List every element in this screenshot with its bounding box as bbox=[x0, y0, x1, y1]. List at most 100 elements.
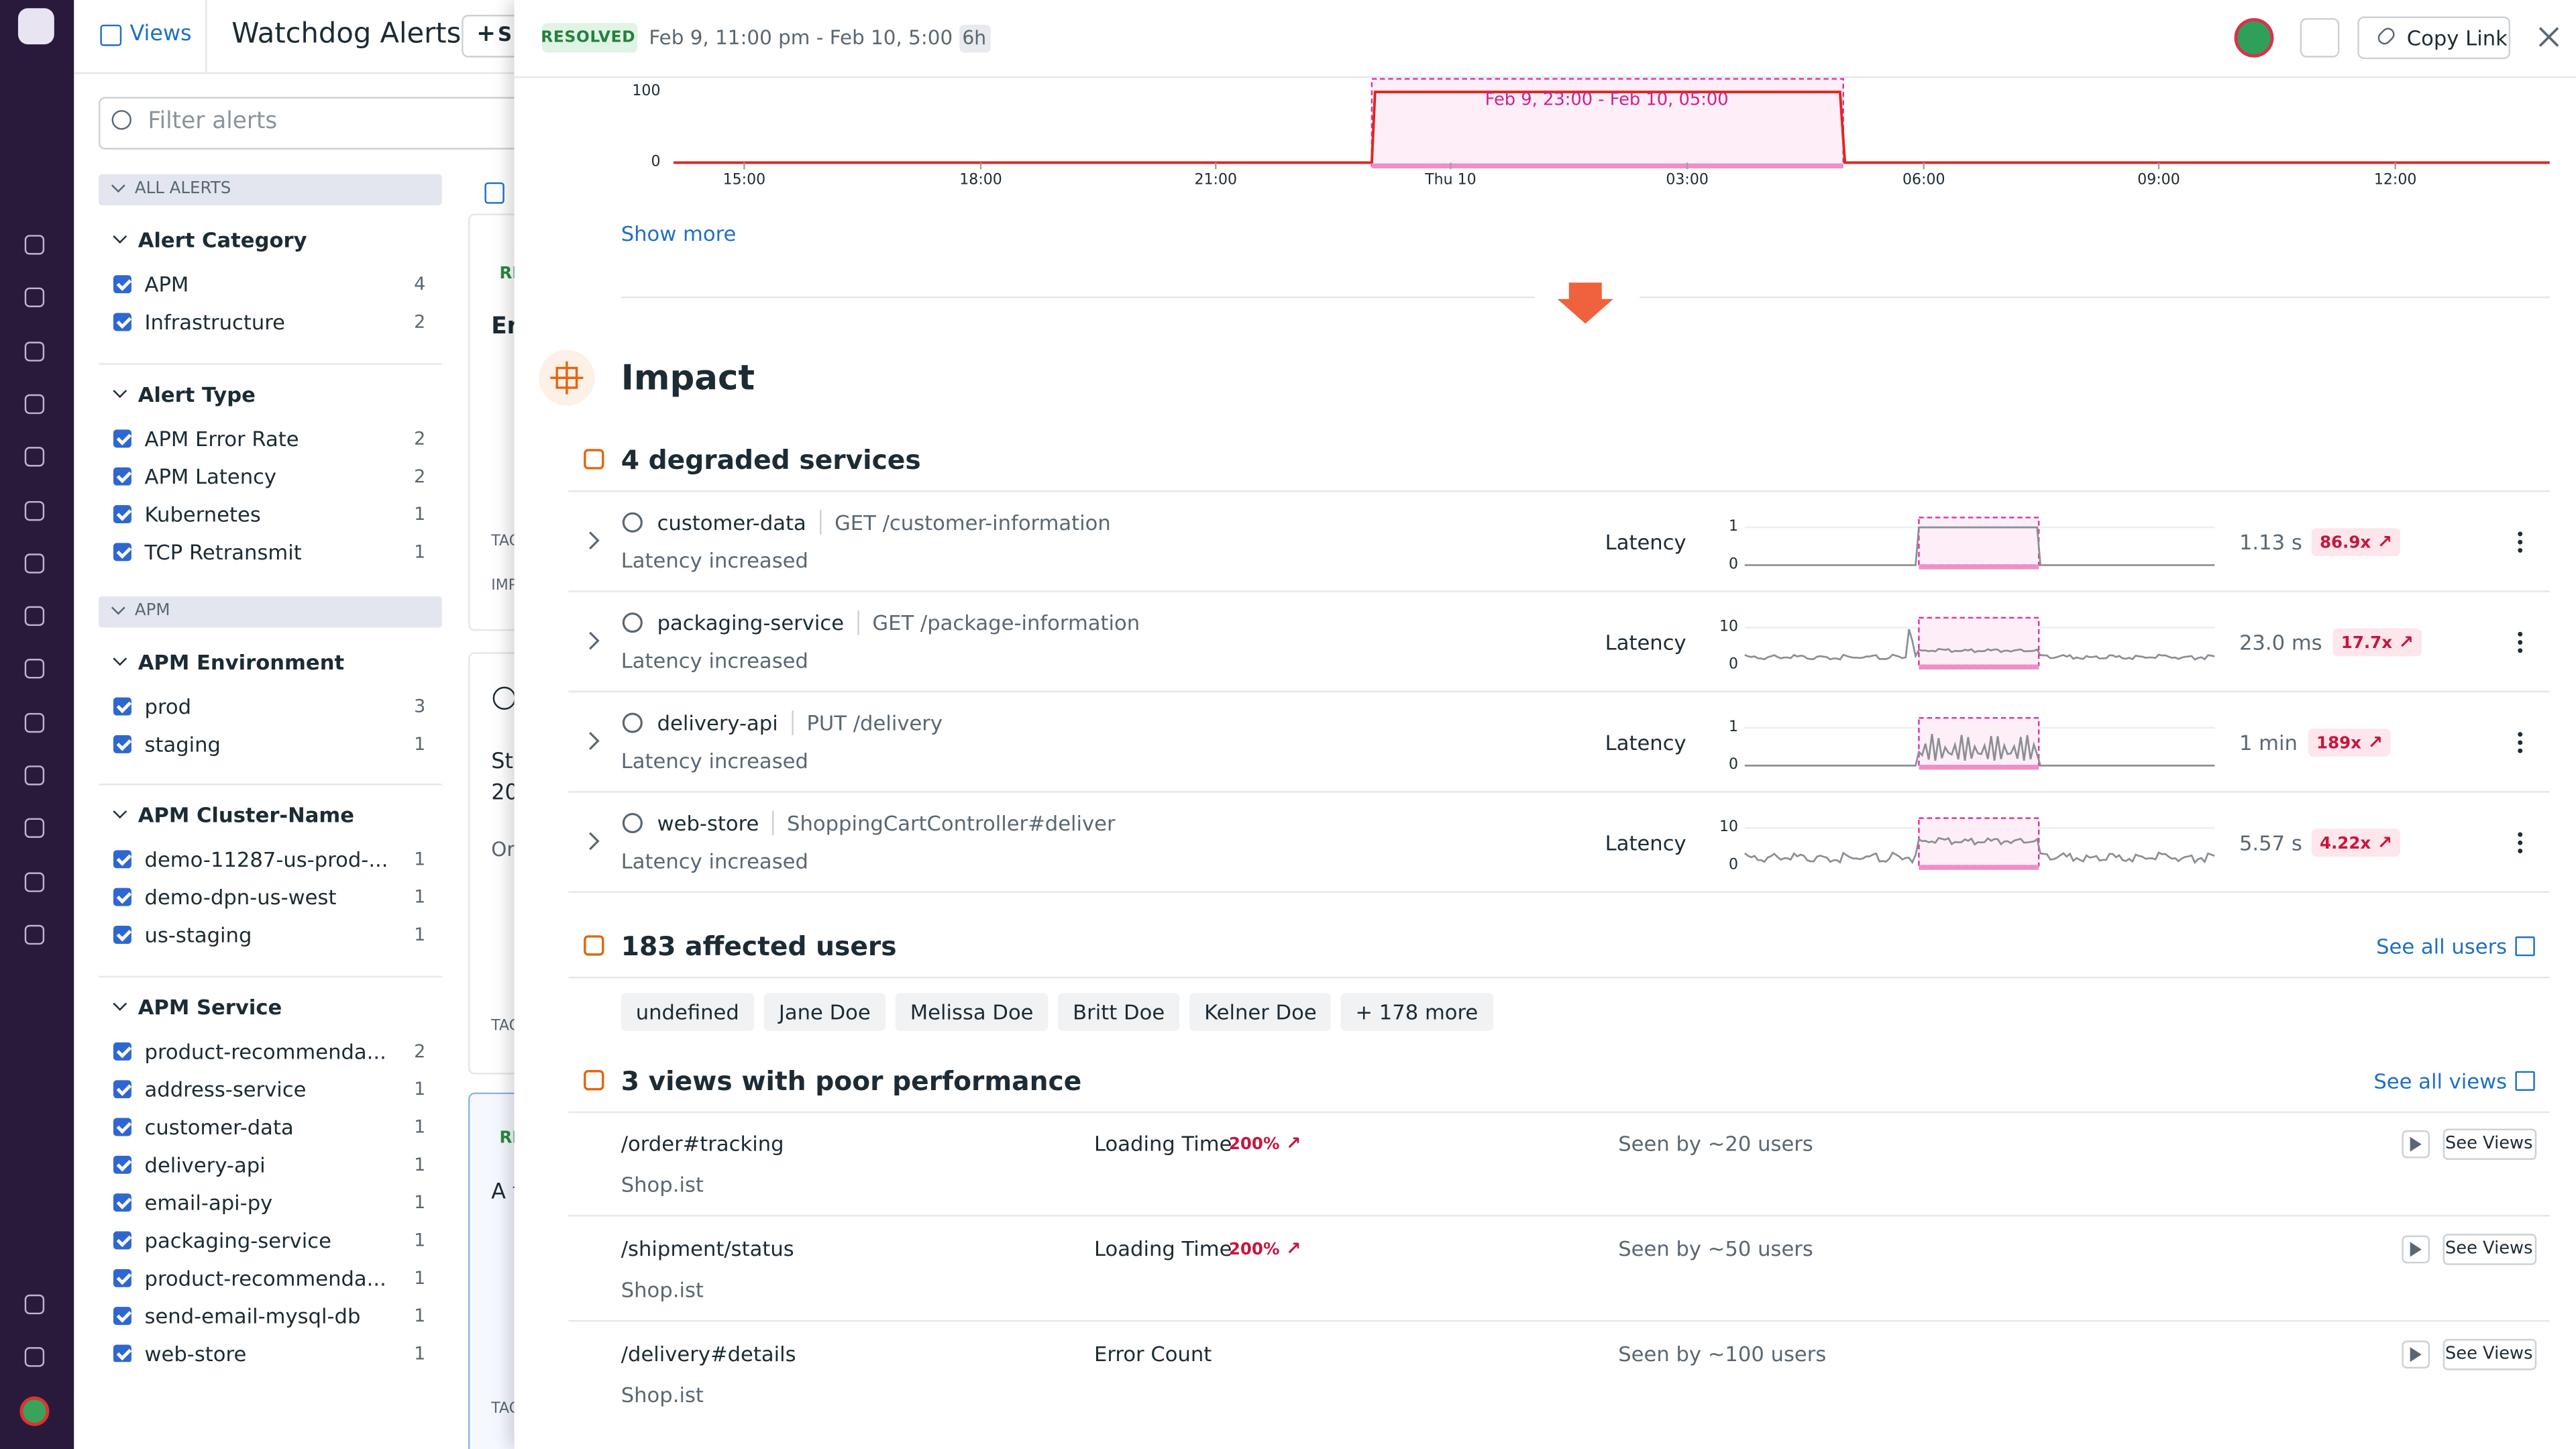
filter-label[interactable]: Infrastructure bbox=[144, 309, 286, 335]
checkbox[interactable] bbox=[113, 735, 131, 753]
filter-label[interactable]: APM Latency bbox=[144, 464, 277, 489]
checkbox[interactable] bbox=[113, 543, 131, 561]
filter-label[interactable]: us-staging bbox=[144, 922, 252, 947]
filter-label[interactable]: staging bbox=[144, 732, 221, 757]
filter-label[interactable]: prod bbox=[144, 694, 192, 719]
service-name[interactable]: web-store bbox=[657, 810, 759, 836]
nav-icon[interactable] bbox=[24, 712, 45, 733]
nav-icon[interactable] bbox=[24, 447, 45, 467]
checkbox[interactable] bbox=[113, 1193, 131, 1212]
see-views-button[interactable] bbox=[2443, 1338, 2537, 1371]
play-button[interactable] bbox=[2402, 1130, 2430, 1159]
checkbox[interactable] bbox=[113, 1307, 131, 1326]
user-avatar[interactable] bbox=[19, 1396, 50, 1426]
filter-label[interactable]: APM Error Rate bbox=[144, 426, 299, 451]
filter-label[interactable]: send-email-mysql-db bbox=[144, 1303, 361, 1329]
filter-label[interactable]: TCP Retransmit bbox=[144, 539, 302, 565]
see-all-users[interactable]: See all users bbox=[2376, 934, 2508, 959]
checkbox[interactable] bbox=[113, 1269, 131, 1287]
play-button[interactable] bbox=[2402, 1340, 2430, 1369]
copy-link-button[interactable] bbox=[2357, 16, 2511, 60]
see-views-label[interactable]: See Views bbox=[2445, 1344, 2533, 1364]
filter-label[interactable]: product-recommenda... bbox=[144, 1265, 386, 1291]
play-button[interactable] bbox=[2402, 1235, 2430, 1264]
nav-icon[interactable] bbox=[24, 287, 45, 307]
chevron[interactable] bbox=[113, 229, 127, 244]
collapse-icon[interactable] bbox=[484, 182, 504, 204]
chevron[interactable] bbox=[113, 651, 127, 666]
user-chip[interactable]: Jane Doe bbox=[763, 993, 885, 1031]
checkbox[interactable] bbox=[113, 926, 131, 944]
checkbox[interactable] bbox=[113, 429, 131, 448]
user-chip[interactable]: Kelner Doe bbox=[1189, 993, 1332, 1031]
chevron[interactable] bbox=[113, 384, 127, 398]
checkbox[interactable] bbox=[113, 1344, 131, 1362]
filter-label[interactable]: delivery-api bbox=[144, 1152, 266, 1177]
nav-icon[interactable] bbox=[24, 235, 45, 255]
nav-icon[interactable] bbox=[24, 924, 45, 945]
copy-link[interactable]: Copy Link bbox=[2406, 25, 2508, 50]
nav-icon[interactable] bbox=[24, 872, 45, 892]
nav-icon[interactable] bbox=[24, 1347, 45, 1367]
endpoint: PUT /delivery bbox=[792, 710, 943, 735]
user-chip[interactable]: undefined bbox=[621, 993, 754, 1031]
checkbox[interactable] bbox=[113, 850, 131, 869]
checkbox[interactable] bbox=[113, 1155, 131, 1174]
filter-label[interactable]: demo-11287-us-prod-... bbox=[144, 847, 388, 872]
checkbox[interactable] bbox=[113, 888, 131, 906]
filter-label[interactable]: APM bbox=[144, 272, 189, 297]
section-bar[interactable] bbox=[98, 596, 442, 628]
nav-icon[interactable] bbox=[24, 553, 45, 574]
avatar[interactable] bbox=[2234, 17, 2274, 58]
views-button[interactable]: Views bbox=[129, 22, 192, 47]
service-name[interactable]: customer-data bbox=[657, 510, 806, 535]
checkbox[interactable] bbox=[113, 1042, 131, 1061]
service-name[interactable]: packaging-service bbox=[657, 610, 845, 635]
filter-label[interactable]: web-store bbox=[144, 1341, 247, 1362]
nav-icon[interactable] bbox=[24, 500, 45, 521]
views-icon[interactable] bbox=[100, 24, 122, 46]
view-path[interactable]: /delivery#details bbox=[621, 1341, 796, 1366]
filter-label[interactable]: product-recommenda... bbox=[144, 1038, 386, 1064]
checkbox[interactable] bbox=[113, 1118, 131, 1136]
see-all-views[interactable]: See all views bbox=[2373, 1069, 2508, 1093]
view-path[interactable]: /order#tracking bbox=[621, 1131, 784, 1156]
see-views-button[interactable] bbox=[2443, 1234, 2537, 1265]
filter-label[interactable]: Kubernetes bbox=[144, 502, 261, 527]
view-path[interactable]: /shipment/status bbox=[621, 1236, 794, 1261]
nav-icon[interactable] bbox=[24, 765, 45, 786]
filter-label[interactable]: customer-data bbox=[144, 1114, 294, 1140]
filter-label[interactable]: demo-dpn-us-west bbox=[144, 884, 337, 910]
user-chip[interactable]: Melissa Doe bbox=[895, 993, 1049, 1031]
x-tick-label: Thu 10 bbox=[1425, 172, 1477, 189]
logo[interactable] bbox=[17, 8, 54, 45]
service-name[interactable]: delivery-api bbox=[657, 710, 778, 735]
checkbox[interactable] bbox=[113, 313, 131, 331]
show-more[interactable]: Show more bbox=[621, 221, 737, 246]
filter-label[interactable]: email-api-py bbox=[144, 1190, 273, 1216]
chevron[interactable] bbox=[113, 996, 127, 1011]
checkbox[interactable] bbox=[113, 275, 131, 294]
nav-icon[interactable] bbox=[24, 818, 45, 838]
filter-label[interactable]: packaging-service bbox=[144, 1228, 331, 1253]
see-views-label[interactable]: See Views bbox=[2445, 1238, 2533, 1258]
checkbox[interactable] bbox=[113, 1231, 131, 1250]
nav-icon[interactable] bbox=[24, 606, 45, 627]
nav-icon[interactable] bbox=[24, 659, 45, 679]
see-views-button[interactable] bbox=[2443, 1128, 2537, 1160]
filter-label[interactable]: address-service bbox=[144, 1077, 307, 1102]
checkbox[interactable] bbox=[113, 697, 131, 716]
section-bar[interactable] bbox=[98, 174, 442, 206]
user-chip[interactable]: + 178 more bbox=[1340, 993, 1493, 1031]
see-views-label[interactable]: See Views bbox=[2445, 1133, 2533, 1154]
user-chip[interactable]: Britt Doe bbox=[1058, 993, 1180, 1031]
chevron[interactable] bbox=[113, 804, 127, 819]
checkbox[interactable] bbox=[113, 1080, 131, 1099]
nav-icon[interactable] bbox=[24, 394, 45, 415]
checkbox[interactable] bbox=[113, 467, 131, 486]
nav-icon[interactable] bbox=[24, 341, 45, 362]
download-button[interactable] bbox=[2300, 17, 2340, 58]
nav-icon[interactable] bbox=[24, 1294, 45, 1315]
checkbox[interactable] bbox=[113, 505, 131, 524]
view-metric: Loading Time bbox=[1094, 1131, 1232, 1156]
